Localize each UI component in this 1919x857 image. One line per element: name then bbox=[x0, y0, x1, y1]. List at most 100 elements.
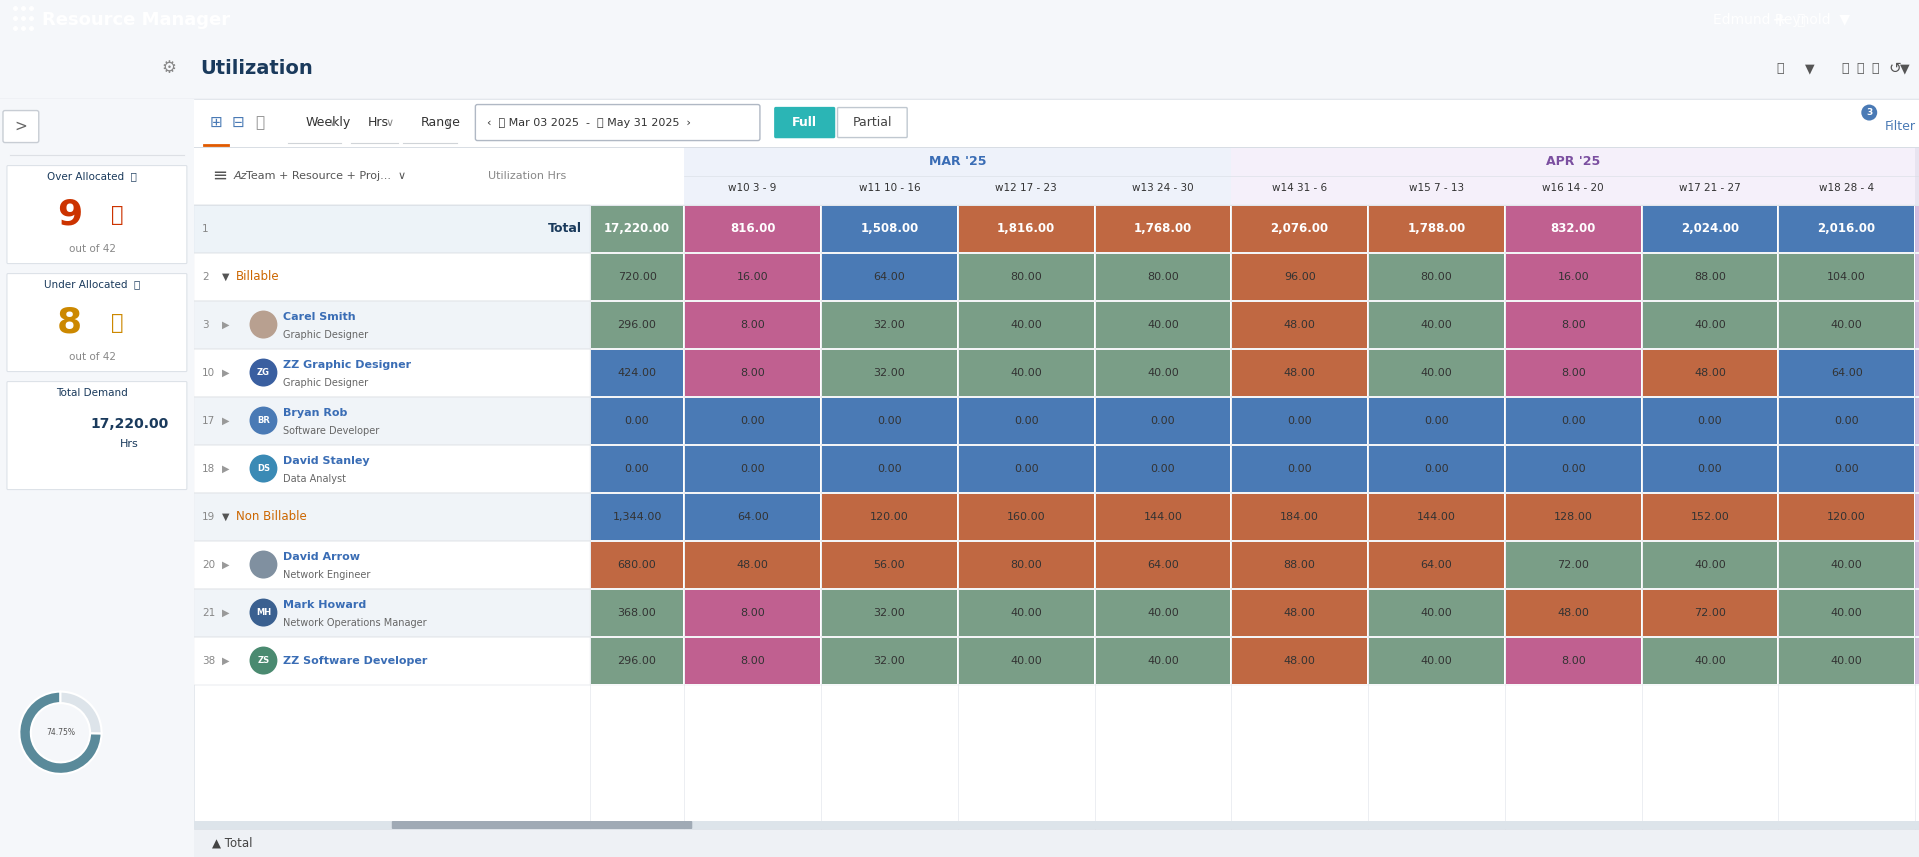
Bar bbox=[1368, 446, 1504, 492]
Text: 0.00: 0.00 bbox=[741, 464, 766, 474]
Text: 3: 3 bbox=[201, 320, 209, 330]
Bar bbox=[1096, 638, 1230, 684]
Bar bbox=[194, 829, 1919, 857]
Bar bbox=[194, 147, 1919, 205]
Bar bbox=[1506, 542, 1641, 588]
Text: 40.00: 40.00 bbox=[1420, 368, 1453, 378]
Bar bbox=[1232, 302, 1366, 348]
Text: 0.00: 0.00 bbox=[626, 464, 649, 474]
Text: David Stanley: David Stanley bbox=[284, 457, 370, 466]
Text: w10 3 - 9: w10 3 - 9 bbox=[729, 183, 777, 194]
Text: w16 14 - 20: w16 14 - 20 bbox=[1543, 183, 1604, 194]
Bar bbox=[821, 350, 958, 396]
Bar bbox=[1915, 206, 1919, 252]
Bar bbox=[1232, 147, 1915, 205]
Text: 64.00: 64.00 bbox=[737, 512, 768, 522]
Text: 160.00: 160.00 bbox=[1007, 512, 1046, 522]
Bar bbox=[1368, 542, 1504, 588]
Bar bbox=[194, 253, 589, 301]
Text: ▶: ▶ bbox=[223, 464, 228, 474]
Text: w13 24 - 30: w13 24 - 30 bbox=[1132, 183, 1194, 194]
Text: ▶: ▶ bbox=[223, 320, 228, 330]
Text: >: > bbox=[15, 119, 27, 134]
Bar bbox=[1779, 398, 1913, 444]
Text: 32.00: 32.00 bbox=[873, 608, 906, 618]
Text: ▲ Total: ▲ Total bbox=[211, 836, 251, 849]
Text: 0.00: 0.00 bbox=[877, 416, 902, 426]
Bar bbox=[1915, 254, 1919, 300]
Bar bbox=[960, 302, 1094, 348]
Bar bbox=[1232, 206, 1366, 252]
Text: 720.00: 720.00 bbox=[618, 272, 656, 282]
Text: Full: Full bbox=[793, 116, 817, 129]
FancyBboxPatch shape bbox=[775, 108, 835, 138]
Bar bbox=[1506, 302, 1641, 348]
Text: 17: 17 bbox=[201, 416, 215, 426]
Text: 1,816.00: 1,816.00 bbox=[998, 222, 1055, 235]
Text: 832.00: 832.00 bbox=[1551, 222, 1597, 235]
Text: ▼: ▼ bbox=[223, 272, 228, 282]
Text: Team + Resource + Proj...  ∨: Team + Resource + Proj... ∨ bbox=[246, 171, 405, 181]
Text: 72.00: 72.00 bbox=[1694, 608, 1725, 618]
Text: 8.00: 8.00 bbox=[741, 656, 766, 666]
Text: 40.00: 40.00 bbox=[1694, 320, 1725, 330]
Wedge shape bbox=[61, 692, 102, 734]
Text: w18 28 - 4: w18 28 - 4 bbox=[1819, 183, 1875, 194]
Bar bbox=[960, 206, 1094, 252]
Bar bbox=[1779, 590, 1913, 636]
Bar bbox=[1506, 254, 1641, 300]
Text: ⚙: ⚙ bbox=[161, 59, 177, 77]
Text: Edmund Reynold  ▼: Edmund Reynold ▼ bbox=[1714, 13, 1850, 27]
Bar bbox=[1368, 206, 1504, 252]
Bar bbox=[960, 446, 1094, 492]
Text: Carel Smith: Carel Smith bbox=[284, 312, 357, 322]
Bar bbox=[1368, 350, 1504, 396]
Text: 64.00: 64.00 bbox=[1148, 560, 1178, 570]
Text: ∨: ∨ bbox=[328, 117, 336, 128]
Bar bbox=[685, 542, 819, 588]
Text: 1,788.00: 1,788.00 bbox=[1407, 222, 1466, 235]
Bar bbox=[1779, 638, 1913, 684]
Circle shape bbox=[249, 406, 278, 434]
Bar bbox=[1779, 302, 1913, 348]
Bar bbox=[1368, 638, 1504, 684]
Bar bbox=[960, 350, 1094, 396]
Bar bbox=[194, 397, 589, 445]
Text: 40.00: 40.00 bbox=[1694, 560, 1725, 570]
Bar bbox=[685, 147, 1232, 205]
Text: 120.00: 120.00 bbox=[869, 512, 910, 522]
Text: 0.00: 0.00 bbox=[1288, 464, 1313, 474]
Bar bbox=[1506, 446, 1641, 492]
Text: out of 42: out of 42 bbox=[69, 351, 115, 362]
Bar bbox=[821, 254, 958, 300]
Text: APR '25: APR '25 bbox=[1547, 154, 1600, 168]
Text: Hrs: Hrs bbox=[368, 116, 390, 129]
Text: David Arrow: David Arrow bbox=[284, 553, 361, 562]
Text: 48.00: 48.00 bbox=[1284, 656, 1316, 666]
Bar bbox=[1096, 350, 1230, 396]
Text: Mark Howard: Mark Howard bbox=[284, 601, 367, 610]
Text: Resource Manager: Resource Manager bbox=[42, 11, 230, 29]
Text: 40.00: 40.00 bbox=[1009, 368, 1042, 378]
Text: 0.00: 0.00 bbox=[1013, 464, 1038, 474]
Text: 0.00: 0.00 bbox=[877, 464, 902, 474]
Text: Partial: Partial bbox=[852, 116, 892, 129]
Text: Data Analyst: Data Analyst bbox=[284, 474, 345, 484]
Text: 96.00: 96.00 bbox=[1284, 272, 1316, 282]
FancyBboxPatch shape bbox=[837, 108, 908, 138]
Bar bbox=[1096, 206, 1230, 252]
Bar bbox=[1096, 254, 1230, 300]
Bar bbox=[1368, 254, 1504, 300]
Bar bbox=[1643, 638, 1777, 684]
Text: 📄: 📄 bbox=[1777, 62, 1785, 75]
FancyBboxPatch shape bbox=[4, 111, 38, 142]
Bar bbox=[1368, 398, 1504, 444]
Bar bbox=[821, 590, 958, 636]
FancyBboxPatch shape bbox=[8, 165, 186, 264]
Bar bbox=[194, 541, 589, 589]
Text: Billable: Billable bbox=[236, 270, 280, 283]
Bar bbox=[1232, 254, 1366, 300]
Text: ⛶: ⛶ bbox=[1856, 62, 1863, 75]
Text: 0.00: 0.00 bbox=[1698, 416, 1721, 426]
Text: ZS: ZS bbox=[257, 656, 269, 665]
